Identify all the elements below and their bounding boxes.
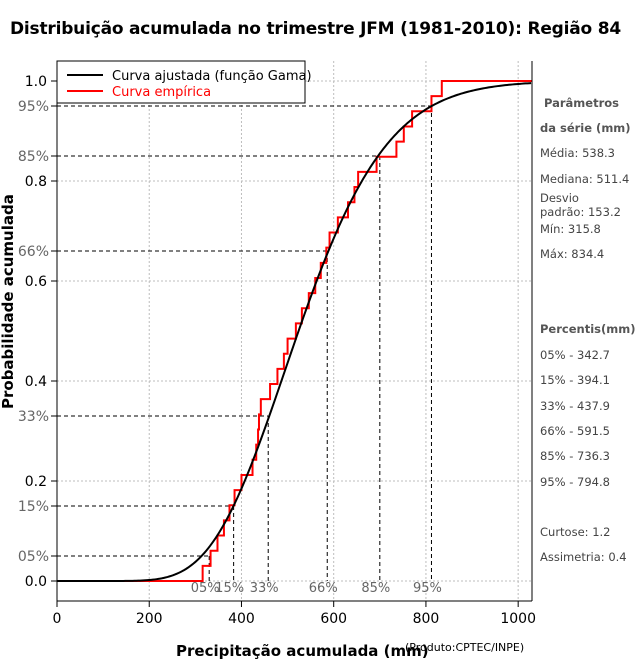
- x-tick-label: 0: [53, 611, 62, 627]
- chart-title: Distribuição acumulada no trimestre JFM …: [10, 19, 621, 39]
- percentile-y-label: 33%: [18, 409, 49, 425]
- percentil-33: 33% - 437.9: [540, 399, 610, 413]
- stat-media: Média: 538.3: [540, 146, 615, 160]
- credit-text: (Produto:CPTEC/INPE): [405, 641, 525, 654]
- x-tick-label: 200: [136, 611, 163, 627]
- percentile-y-label: 95%: [18, 99, 49, 115]
- stat-curtose: Curtose: 1.2: [540, 525, 611, 539]
- legend-label: Curva ajustada (função Gama): [112, 69, 312, 84]
- params-title-1: Parâmetros: [544, 96, 620, 110]
- x-axis-label: Precipitação acumulada (mm): [176, 642, 429, 660]
- y-axis-label: Probabilidade acumulada: [0, 194, 17, 409]
- y-tick-label: 0.0: [25, 574, 47, 590]
- percentil-95: 95% - 794.8: [540, 475, 610, 489]
- y-tick-label: 0.6: [25, 274, 47, 290]
- y-tick-label: 0.2: [25, 474, 47, 490]
- percentile-y-label: 66%: [18, 244, 49, 260]
- percentile-x-label: 95%: [413, 581, 442, 596]
- stat-desvio-1: Desvio: [540, 191, 579, 205]
- percentil-15: 15% - 394.1: [540, 373, 610, 387]
- gamma-fit-curve: [57, 82, 532, 582]
- y-tick-label: 0.4: [25, 374, 47, 390]
- x-tick-label: 1000: [500, 611, 536, 627]
- legend-box: [56, 60, 306, 104]
- percentile-x-label: 66%: [309, 581, 338, 596]
- percentile-x-label: 05%: [191, 581, 220, 596]
- x-tick-label: 600: [320, 611, 347, 627]
- percentile-x-label: 15%: [215, 581, 244, 596]
- legend-label: Curva empírica: [112, 85, 211, 100]
- percentis-title: Percentis(mm): [540, 322, 636, 336]
- x-tick-label: 800: [413, 611, 440, 627]
- percentile-y-label: 85%: [18, 149, 49, 165]
- percentil-85: 85% - 736.3: [540, 449, 610, 463]
- stat-assimetria: Assimetria: 0.4: [540, 550, 627, 564]
- x-tick-label: 400: [228, 611, 255, 627]
- y-tick-label: 1.0: [25, 74, 47, 90]
- params-title-2: da série (mm): [540, 121, 631, 135]
- y-tick-label: 0.8: [25, 174, 47, 190]
- percentile-x-label: 33%: [250, 581, 279, 596]
- stat-max: Máx: 834.4: [540, 247, 605, 261]
- percentil-66: 66% - 591.5: [540, 424, 610, 438]
- percentile-y-label: 05%: [18, 549, 49, 565]
- percentil-05: 05% - 342.7: [540, 348, 610, 362]
- stat-mediana: Mediana: 511.4: [540, 172, 630, 186]
- percentile-y-label: 15%: [18, 499, 49, 515]
- stat-min: Mín: 315.8: [540, 222, 601, 236]
- percentile-x-label: 85%: [361, 581, 390, 596]
- stat-desvio-2: padrão: 153.2: [540, 205, 621, 219]
